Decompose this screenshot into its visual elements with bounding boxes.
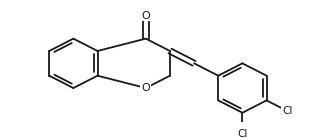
Text: Cl: Cl	[282, 106, 292, 116]
Text: Cl: Cl	[237, 129, 247, 138]
Text: O: O	[141, 83, 150, 93]
Text: O: O	[141, 11, 150, 21]
